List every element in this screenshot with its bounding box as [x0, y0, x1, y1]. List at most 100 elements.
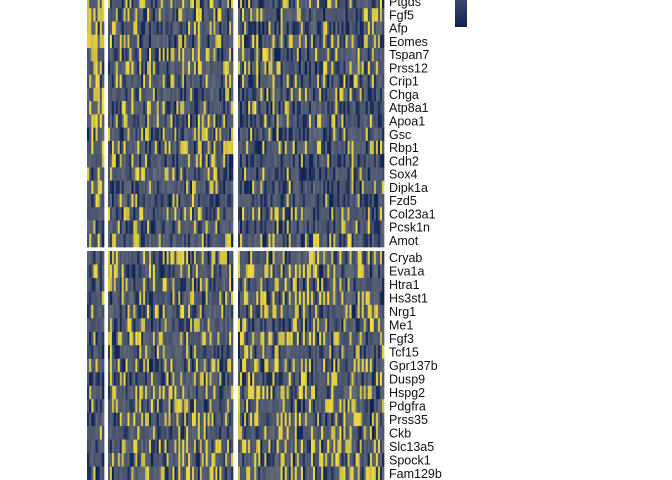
heatmap-cell [160, 154, 164, 168]
heatmap-cell [209, 101, 212, 115]
heatmap-cell [335, 439, 338, 454]
heatmap-cell [191, 0, 195, 9]
heatmap-cell [164, 233, 167, 248]
heatmap-cell [242, 233, 245, 248]
heatmap-cell [147, 21, 150, 36]
heatmap-cell [207, 318, 210, 333]
heatmap-cell [311, 140, 314, 155]
heatmap-cell [109, 207, 113, 221]
heatmap-cell [225, 385, 228, 400]
heatmap-cell [252, 48, 255, 62]
heatmap-cell [325, 426, 328, 440]
heatmap-cell [133, 87, 136, 102]
heatmap-cell [174, 233, 177, 248]
heatmap-cell [95, 87, 98, 102]
heatmap-cell [341, 34, 344, 49]
heatmap-cell [158, 193, 162, 208]
heatmap-cell [166, 34, 169, 49]
heatmap-cell [207, 412, 210, 427]
heatmap-cell [258, 114, 261, 128]
heatmap-cell [117, 8, 121, 22]
heatmap-cell [292, 439, 296, 454]
heatmap-cell [227, 48, 230, 62]
heatmap-cell [127, 291, 130, 306]
heatmap-cell [201, 277, 205, 292]
heatmap-cell [199, 372, 203, 387]
heatmap-cell [353, 207, 356, 221]
heatmap-cell [93, 154, 96, 168]
heatmap-cell [186, 412, 189, 427]
heatmap-cell [290, 8, 294, 22]
heatmap-cell [335, 372, 338, 387]
heatmap-cell [229, 426, 232, 440]
heatmap-cell [197, 8, 201, 22]
heatmap-cell [276, 439, 279, 454]
heatmap-cell [347, 358, 350, 373]
heatmap-cell [264, 101, 267, 115]
heatmap-cell [229, 277, 232, 292]
heatmap-cell [182, 264, 185, 279]
heatmap-cell [248, 251, 251, 265]
heatmap-cell [256, 233, 259, 248]
heatmap-cell [201, 101, 205, 115]
heatmap-cell [143, 193, 146, 208]
heatmap-cell [129, 358, 132, 373]
heatmap-cell [143, 207, 146, 221]
heatmap-cell [199, 87, 203, 102]
heatmap-cell [197, 101, 201, 115]
heatmap-cell [135, 180, 138, 195]
heatmap-cell [377, 207, 381, 221]
heatmap-cell [288, 0, 292, 9]
heatmap-cell [349, 34, 352, 49]
heatmap-cell [335, 291, 338, 306]
heatmap-cell [298, 180, 302, 195]
heatmap-cell [353, 114, 356, 128]
heatmap-cell [113, 426, 117, 440]
heatmap-cell [294, 48, 298, 62]
heatmap-cell [347, 61, 350, 75]
heatmap-cell [250, 345, 253, 360]
heatmap-cell [168, 304, 171, 319]
heatmap-cell [353, 358, 356, 373]
heatmap-cell [272, 412, 275, 427]
heatmap-cell [282, 34, 285, 49]
heatmap-cell [264, 291, 267, 306]
heatmap-cell [341, 358, 344, 373]
heatmap-cell [252, 251, 255, 265]
heatmap-cell [201, 358, 205, 373]
heatmap-cell [133, 167, 136, 182]
heatmap-cell [145, 331, 148, 346]
heatmap-cell [143, 453, 146, 467]
heatmap-cell [329, 167, 332, 182]
heatmap-cell [158, 127, 162, 142]
heatmap-cell [125, 154, 128, 168]
heatmap-cell [315, 220, 318, 235]
heatmap-cell [240, 233, 243, 248]
heatmap-cell [375, 331, 379, 346]
heatmap-cell [250, 358, 253, 373]
heatmap-cell [221, 358, 224, 373]
heatmap-cell [180, 87, 183, 102]
heatmap-cell [246, 180, 249, 195]
heatmap-cell [311, 61, 314, 75]
heatmap-cell [327, 167, 330, 182]
heatmap-cell [315, 439, 318, 454]
heatmap-cell [276, 21, 279, 36]
heatmap-cell [141, 426, 144, 440]
heatmap-cell [170, 277, 173, 292]
heatmap-cell [286, 304, 290, 319]
heatmap-cell [327, 207, 330, 221]
heatmap-cell [150, 439, 154, 454]
heatmap-cell [254, 331, 257, 346]
heatmap-cell [178, 154, 181, 168]
heatmap-cell [223, 127, 226, 142]
heatmap-cell [182, 220, 185, 235]
heatmap-cell [300, 277, 304, 292]
heatmap-cell [95, 318, 98, 333]
heatmap-cell [89, 48, 92, 62]
heatmap-cell [109, 318, 113, 333]
heatmap-cell [184, 345, 187, 360]
heatmap-cell [221, 180, 224, 195]
heatmap-cell [143, 291, 146, 306]
heatmap-cell [317, 74, 320, 89]
